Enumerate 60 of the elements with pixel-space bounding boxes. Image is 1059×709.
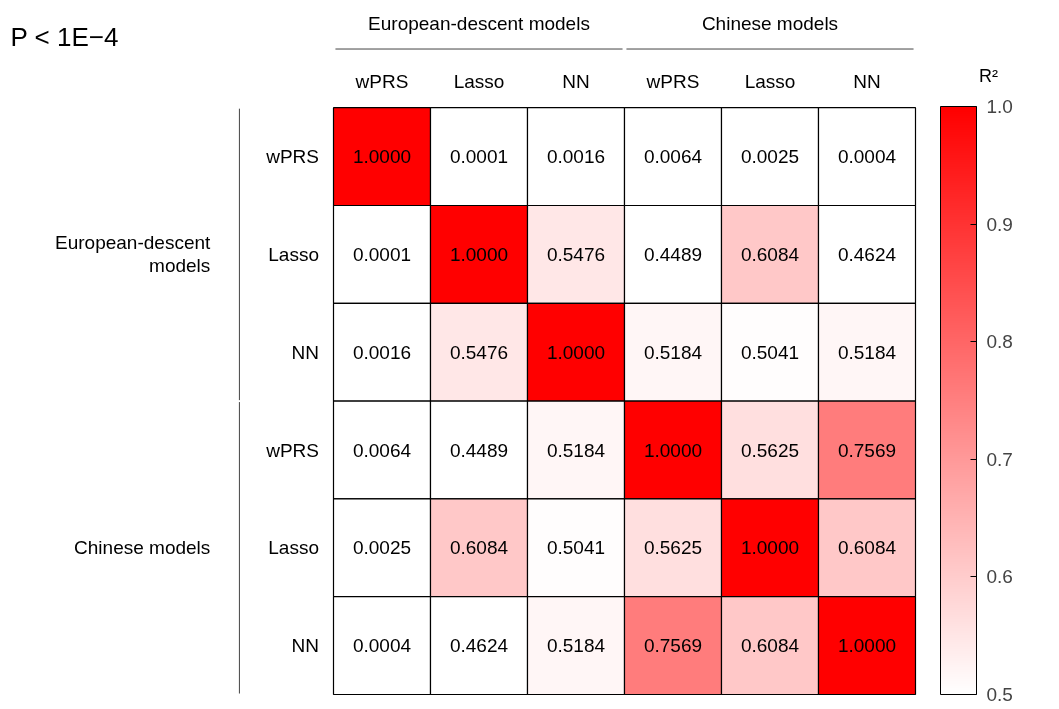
data-label: 1.0000 — [740, 537, 800, 559]
data-label: 0.6084 — [837, 537, 897, 559]
data-label: 0.7569 — [643, 635, 703, 657]
color-bar-label: 0.7 — [986, 448, 1013, 470]
y-tick-label: NN — [291, 635, 319, 657]
x-tick-label: wPRS — [645, 70, 700, 92]
text: P < 1E−4 — [10, 22, 119, 53]
data-label: 0.0025 — [740, 146, 800, 168]
data-label: 0.5184 — [546, 635, 606, 657]
y-tick-label: Lasso — [268, 243, 319, 265]
y-tick-label: Lasso — [268, 537, 319, 559]
x-tick-label: wPRS — [354, 70, 409, 92]
data-label: 0.0064 — [352, 439, 412, 461]
data-label: 0.0025 — [352, 537, 412, 559]
data-label: 0.0016 — [546, 146, 606, 168]
data-label: 0.0004 — [352, 635, 412, 657]
text: European-descent models — [368, 13, 590, 35]
data-label: 0.5184 — [546, 439, 606, 461]
data-label: 0.5041 — [740, 341, 800, 363]
data-label: 0.4624 — [449, 635, 509, 657]
data-label: 1.0000 — [352, 146, 412, 168]
data-label: 0.4489 — [449, 439, 509, 461]
data-label: 1.0000 — [449, 243, 509, 265]
color-bar-label: 0.9 — [986, 213, 1013, 235]
data-label: 0.5625 — [643, 537, 703, 559]
color-bar-title: R² — [979, 65, 998, 86]
data-label: 0.5476 — [546, 243, 606, 265]
data-label: 0.7569 — [837, 439, 897, 461]
color-bar-label: 0.6 — [986, 566, 1013, 588]
x-tick-label: Lasso — [744, 70, 796, 92]
data-label: 0.0004 — [837, 146, 897, 168]
data-label: 0.5625 — [740, 439, 800, 461]
x-tick-label: NN — [562, 70, 590, 92]
data-label: 0.6084 — [740, 243, 800, 265]
data-label: 0.0016 — [352, 341, 412, 363]
color-bar-label: 0.5 — [986, 684, 1013, 705]
data-label: 0.0001 — [449, 146, 509, 168]
data-label: 1.0000 — [837, 635, 897, 657]
color-bar-label: 1.0 — [986, 96, 1013, 117]
data-label: 0.0001 — [352, 243, 412, 265]
y-tick-label: wPRS — [265, 146, 319, 168]
data-label: 0.0064 — [643, 146, 703, 168]
data-label: 0.5041 — [546, 537, 606, 559]
data-label: 0.5184 — [643, 341, 703, 363]
y-tick-label: NN — [291, 341, 319, 363]
data-label: 1.0000 — [643, 439, 703, 461]
data-label: 0.5184 — [837, 341, 897, 363]
text: Chinese models — [701, 13, 839, 35]
data-label: 0.5476 — [449, 341, 509, 363]
data-label: 1.0000 — [546, 341, 606, 363]
data-label: 0.4624 — [837, 243, 897, 265]
data-label: 0.4489 — [643, 243, 703, 265]
data-label: 0.6084 — [740, 635, 800, 657]
x-tick-label: NN — [853, 70, 881, 92]
x-tick-label: Lasso — [453, 70, 505, 92]
y-tick-label: wPRS — [265, 439, 319, 461]
text: Chinese models — [74, 537, 211, 559]
color-bar-label: 0.8 — [986, 331, 1013, 353]
text: European-descent models — [55, 232, 212, 277]
data-label: 0.6084 — [449, 537, 509, 559]
